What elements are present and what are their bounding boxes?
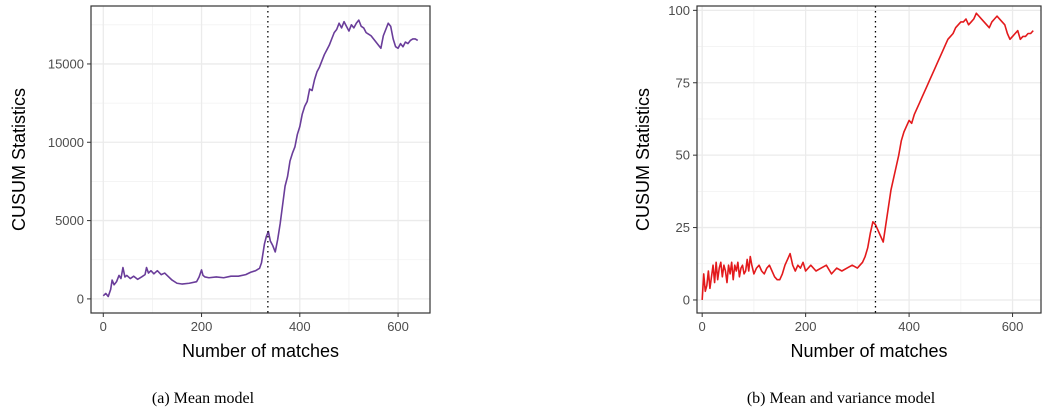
panel-a-caption: (a) Mean model (152, 390, 255, 407)
y-tick-label: 10000 (48, 135, 84, 150)
x-tick-label: 600 (1002, 319, 1024, 334)
x-tick-label: 600 (387, 319, 409, 334)
panel-a-x-ticks: 0 200 400 600 (100, 313, 409, 334)
panel-a-y-axis-title: CUSUM Statistics (9, 88, 29, 231)
x-tick-label: 400 (898, 319, 920, 334)
x-tick-label: 200 (795, 319, 817, 334)
y-tick-label: 25 (676, 220, 690, 235)
panel-b-marks (701, 6, 1034, 313)
panel-b-background (697, 6, 1041, 313)
panel-b-x-axis-title: Number of matches (790, 341, 947, 361)
panel-a-marks (102, 6, 419, 313)
y-tick-label: 0 (683, 292, 690, 307)
x-tick-label: 400 (289, 319, 311, 334)
x-tick-label: 200 (191, 319, 213, 334)
panel-b-x-ticks: 0 200 400 600 (699, 313, 1024, 334)
panel-a-border (90, 5, 431, 314)
y-tick-label: 50 (676, 148, 690, 163)
y-tick-label: 100 (668, 3, 690, 18)
y-tick-label: 75 (676, 75, 690, 90)
y-tick-label: 15000 (48, 56, 84, 71)
panel-b-caption: (b) Mean and variance model (747, 390, 936, 407)
panel-b-grid (697, 6, 1041, 313)
panel-a-cusum-line (102, 19, 419, 298)
panel-b-y-ticks: 0 25 50 75 100 (668, 3, 697, 307)
panel-a-y-ticks: 0 5000 10000 15000 (48, 56, 91, 306)
panel-a: 0 5000 10000 15000 0 200 400 600 Number of mat… (9, 5, 431, 407)
y-tick-label: 0 (77, 291, 84, 306)
panel-b-border (696, 5, 1042, 314)
panel-a-x-axis-title: Number of matches (182, 341, 339, 361)
x-tick-label: 0 (699, 319, 706, 334)
y-tick-label: 5000 (55, 213, 84, 228)
panel-a-grid (91, 6, 430, 313)
panel-b-cusum-line (701, 12, 1034, 301)
panel-b-y-axis-title: CUSUM Statistics (633, 88, 653, 231)
x-tick-label: 0 (100, 319, 107, 334)
panel-a-background (91, 6, 430, 313)
